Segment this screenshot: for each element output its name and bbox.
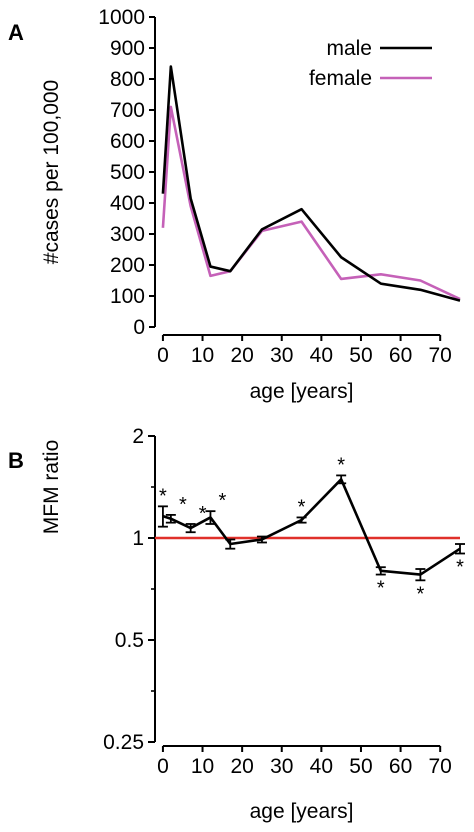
panel-a-y-tick-label: 500: [110, 161, 145, 184]
panel-b-x-tick-label: 0: [157, 755, 169, 778]
panel-b-ylabel-group: MFM ratio: [40, 440, 63, 535]
error-bar: [157, 505, 168, 528]
panel-a-y-tick-label: 0: [133, 316, 145, 339]
panel-a-legend: male female: [309, 37, 432, 90]
mfm-ratio-line: [162, 478, 461, 576]
panel-a-x-tick-label: 20: [230, 344, 253, 367]
panel-a-x-axis-label: age [years]: [250, 380, 354, 403]
panel-b-y-tick-label: 0.25: [103, 731, 144, 754]
panel-b-y-tick-label: 2: [132, 425, 144, 448]
panel-b-y-axis-label: MFM ratio: [40, 440, 63, 535]
panel-b-x-tick-label: 10: [191, 755, 214, 778]
panel-a-y-tick-label: 1000: [98, 6, 145, 29]
error-bar: [375, 566, 386, 576]
panel-b-series: * * * * * * * * *: [155, 454, 465, 605]
panel-b-x-tick-label: 30: [270, 755, 293, 778]
panel-a-ylabel-group: #cases per 100,000: [40, 80, 63, 264]
error-bar: [415, 568, 426, 582]
error-bar: [205, 510, 216, 525]
significance-marker: *: [377, 578, 385, 600]
panel-a-y-tick-label: 300: [110, 223, 145, 246]
panel-a-x-tick-label: 50: [349, 344, 372, 367]
panel-b-x-axis-label: age [years]: [250, 800, 354, 823]
error-bar: [256, 535, 267, 544]
panel-a-y-tick-label: 100: [110, 285, 145, 308]
panel-b-x-tick-label: 70: [429, 755, 452, 778]
significance-marker: *: [337, 454, 345, 476]
error-bar: [185, 523, 196, 534]
panel-a-y-tick-label: 600: [110, 130, 145, 153]
error-bar: [165, 513, 176, 524]
legend-entry-male: male: [326, 37, 372, 60]
panel-b-x-tick-label: 60: [389, 755, 412, 778]
significance-marker: *: [199, 503, 207, 525]
significance-marker: *: [298, 496, 306, 518]
error-bar: [296, 516, 307, 524]
series-line-female: [161, 105, 461, 301]
panel-a-y-tick-label: 900: [110, 37, 145, 60]
panel-a-x-tick-label: 0: [157, 344, 169, 367]
error-bar: [455, 543, 465, 555]
panel-b-x-tick-label: 20: [230, 755, 253, 778]
panel-a-x-tick-label: 60: [389, 344, 412, 367]
panel-a-y-tick-label: 200: [110, 254, 145, 277]
panel-a-y-tick-label: 400: [110, 192, 145, 215]
significance-marker: *: [179, 494, 187, 516]
panel-a-x-tick-label: 10: [191, 344, 214, 367]
significance-marker: *: [456, 557, 464, 579]
panel-a-x-tick-label: 30: [270, 344, 293, 367]
panel-b-x-tick-label: 50: [349, 755, 372, 778]
panel-a-y-axis-label: #cases per 100,000: [40, 80, 63, 264]
series-line-male: [161, 65, 461, 302]
panel-a-label: A: [8, 20, 24, 45]
panel-a-axes: 0 100 200 300 400 500 600 700 800 900 1000 0 10 20 30 4…: [98, 6, 452, 367]
panel-a-x-tick-label: 70: [429, 344, 452, 367]
panel-a-series: [161, 65, 461, 302]
legend-entry-female: female: [309, 67, 372, 90]
panel-a: A #cases per 100,000 age [years] 0100200…: [8, 6, 461, 403]
panel-a-x-tick-label: 40: [310, 344, 333, 367]
significance-marker: *: [219, 490, 227, 512]
error-bar: [225, 538, 236, 550]
error-bar: [336, 474, 347, 485]
significance-marker: *: [159, 485, 167, 507]
panel-b-x-tick-label: 40: [310, 755, 333, 778]
panel-b-y-tick-label: 1: [132, 527, 144, 550]
panel-a-y-tick-label: 800: [110, 68, 145, 91]
panel-a-y-tick-label: 700: [110, 99, 145, 122]
panel-b-y-tick-label: 0.5: [115, 629, 144, 652]
significance-marker: *: [416, 583, 424, 605]
panel-b-label: B: [8, 448, 24, 473]
